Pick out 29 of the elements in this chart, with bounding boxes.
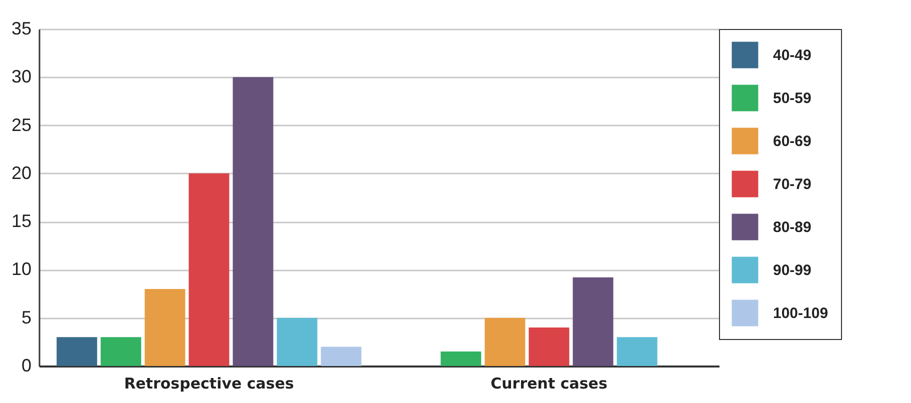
y-tick-label: 5 [21,307,32,328]
bar [276,318,318,366]
bar [100,337,142,366]
legend-label: 60-69 [773,133,812,150]
x-tick-label: Retrospective cases [124,374,294,392]
legend-label: 90-99 [773,262,812,279]
y-tick-label: 30 [11,66,32,87]
bar [528,327,570,366]
bar [232,77,274,366]
x-tick-label: Current cases [490,374,608,392]
legend-label: 100-109 [773,305,828,322]
y-tick-label: 0 [21,356,32,376]
bar [484,318,526,366]
bar [144,288,186,366]
bar [572,277,614,366]
bar [320,346,362,366]
bar [440,352,482,366]
y-tick-label: 35 [11,18,32,38]
y-tick-label: 25 [11,114,32,135]
bar [616,337,658,366]
legend-label: 80-89 [773,219,812,236]
y-tick-label: 10 [11,259,32,280]
bar [188,173,230,366]
y-tick-label: 20 [11,162,32,183]
bar [56,337,98,366]
legend-label: 50-59 [773,90,812,107]
legend-label: 40-49 [773,47,812,64]
legend-label: 70-79 [773,176,812,193]
y-tick-label: 15 [11,211,32,232]
